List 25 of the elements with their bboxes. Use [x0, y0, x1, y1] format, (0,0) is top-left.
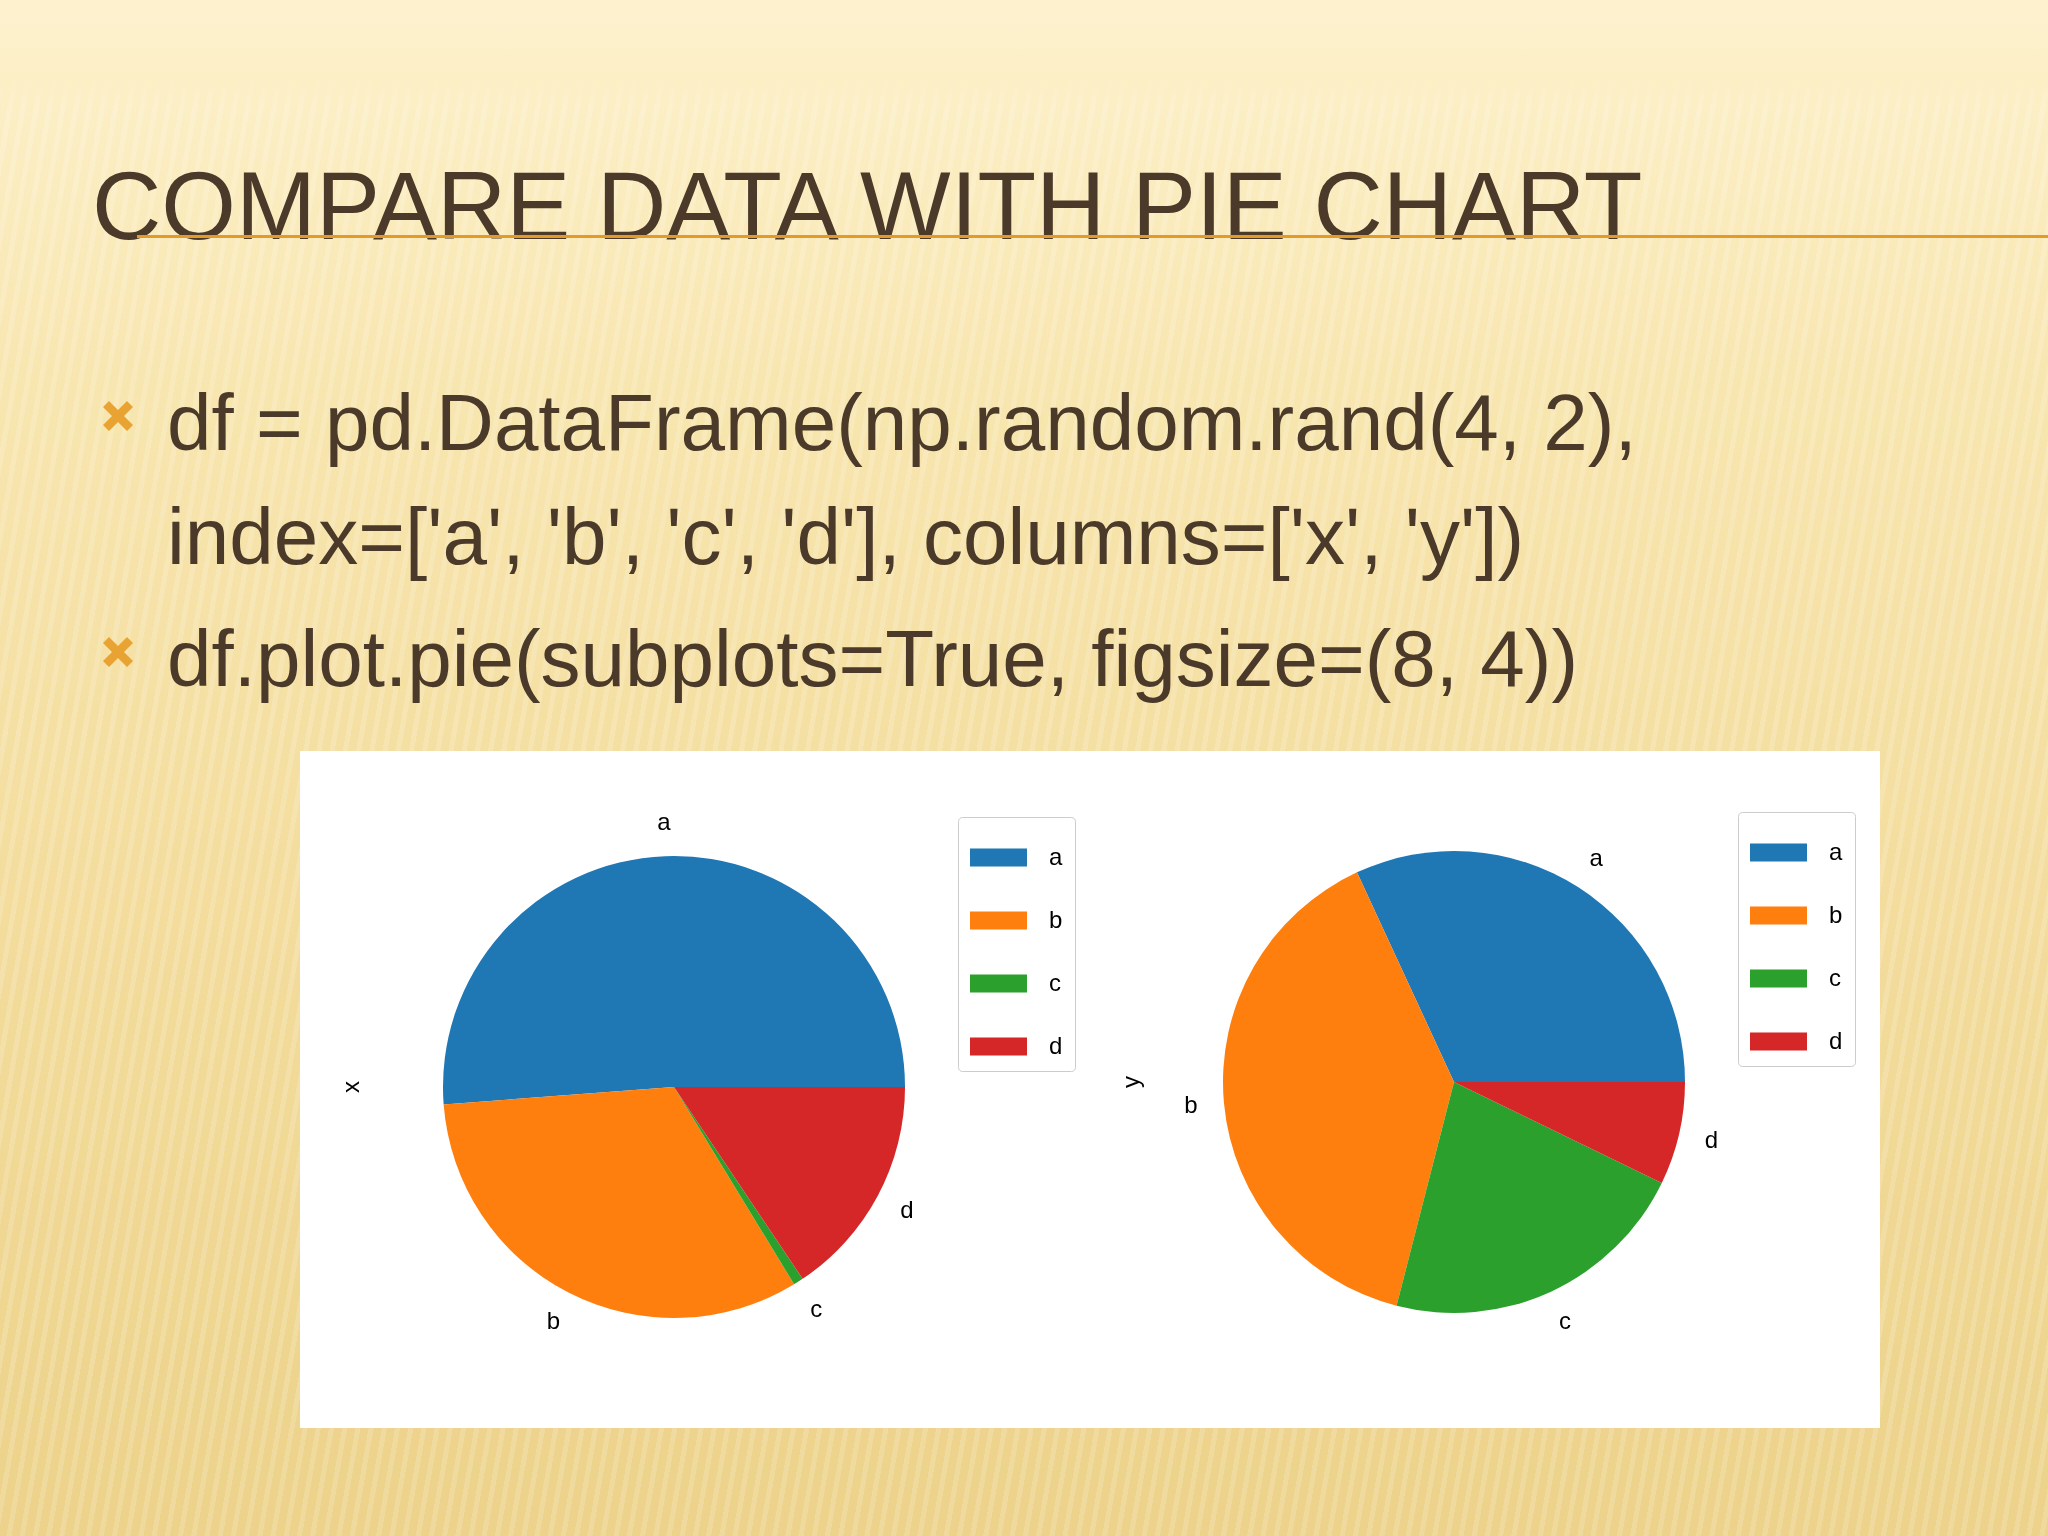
pie-slice	[1396, 1082, 1662, 1313]
text: y	[1117, 1076, 1144, 1088]
text: x	[337, 1081, 364, 1093]
slice-label: d	[900, 1196, 914, 1224]
slice-label: b	[546, 1306, 561, 1334]
legend-label: b	[1049, 905, 1063, 933]
pie-slice	[443, 856, 905, 1105]
legend-label: b	[1829, 900, 1843, 928]
legend-label: c	[1049, 968, 1061, 996]
slice-label: a	[657, 808, 672, 836]
slice-label: b	[1184, 1091, 1198, 1119]
legend-label: a	[1049, 842, 1063, 870]
pie-slice	[1454, 1082, 1685, 1183]
slice-label: c	[1558, 1306, 1571, 1334]
legend-label: d	[1829, 1026, 1843, 1054]
text: df.plot.pie(subplots=True, figsize=(8, 4))	[167, 614, 1579, 703]
text: df = pd.DataFrame(np.random.rand(4, 2), index=['a', 'b', 'c', 'd'], columns=['x', 'y'])	[167, 378, 1637, 581]
slice-label: c	[810, 1294, 823, 1322]
pie-slice	[1223, 872, 1454, 1306]
slice-label: a	[1589, 844, 1604, 872]
legend-label: d	[1049, 1031, 1063, 1059]
slice-label: d	[1704, 1126, 1719, 1154]
legend-label: c	[1829, 963, 1841, 991]
legend-label: a	[1829, 837, 1843, 865]
pie-slice	[1356, 851, 1685, 1082]
